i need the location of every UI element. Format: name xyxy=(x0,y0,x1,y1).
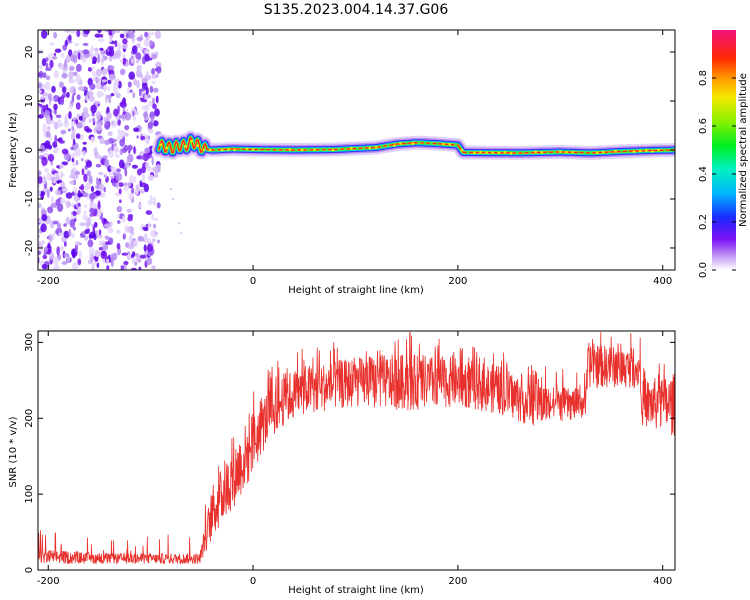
colorbar-gradient xyxy=(712,30,736,270)
colorbar: 0.0 0.2 0.4 0.6 0.8 Normalized spectral ampl… xyxy=(698,30,749,278)
colorbar-tick-label: 0.0 xyxy=(698,262,709,278)
colorbar-ticks: 0.0 0.2 0.4 0.6 0.8 xyxy=(698,70,736,278)
colorbar-tick-label: 0.2 xyxy=(698,214,709,230)
x-tick-label: 0 xyxy=(250,576,256,587)
spectrogram-y-label: Frequency (Hz) xyxy=(8,112,19,188)
colorbar-label: Normalized spectral amplitude xyxy=(738,73,749,227)
snr-x-ticks: -200 0 200 400 xyxy=(37,331,672,587)
signal-ridge xyxy=(151,130,675,160)
x-tick-label: 400 xyxy=(653,576,672,587)
figure-title: S135.2023.004.14.37.G06 xyxy=(264,2,449,18)
colorbar-tick-label: 0.4 xyxy=(698,166,709,182)
y-tick-label: 300 xyxy=(24,333,35,352)
x-tick-label: -200 xyxy=(37,576,60,587)
snr-y-ticks: 0 100 200 300 xyxy=(24,333,675,573)
snr-x-label: Height of straight line (km) xyxy=(288,585,424,596)
spectrogram-x-ticks: -200 0 200 400 xyxy=(37,30,672,287)
x-tick-label: 200 xyxy=(448,576,467,587)
x-tick-label: 200 xyxy=(448,276,467,287)
y-tick-label: 10 xyxy=(24,95,35,108)
spectrogram-y-ticks: -20 -10 0 10 20 xyxy=(24,46,675,256)
colorbar-tick-label: 0.6 xyxy=(698,118,709,134)
snr-y-label: SNR (10 * v/v) xyxy=(8,416,19,487)
x-tick-label: 0 xyxy=(250,276,256,287)
y-tick-label: -20 xyxy=(24,240,35,256)
snr-frame xyxy=(37,330,676,571)
noise-region xyxy=(38,30,183,270)
colorbar-tick-label: 0.8 xyxy=(698,70,709,86)
y-tick-label: -10 xyxy=(24,191,35,207)
y-tick-label: 200 xyxy=(24,409,35,428)
y-tick-label: 0 xyxy=(24,147,35,153)
spectrogram-x-label: Height of straight line (km) xyxy=(288,285,424,296)
spectrogram-panel: -200 0 200 400 -20 -10 0 10 20 Height of straig… xyxy=(8,29,676,296)
y-tick-label: 100 xyxy=(24,485,35,504)
snr-series-line xyxy=(38,332,675,566)
y-tick-label: 0 xyxy=(24,567,35,573)
x-tick-label: 400 xyxy=(653,276,672,287)
y-tick-label: 20 xyxy=(24,46,35,59)
x-tick-label: -200 xyxy=(37,276,60,287)
